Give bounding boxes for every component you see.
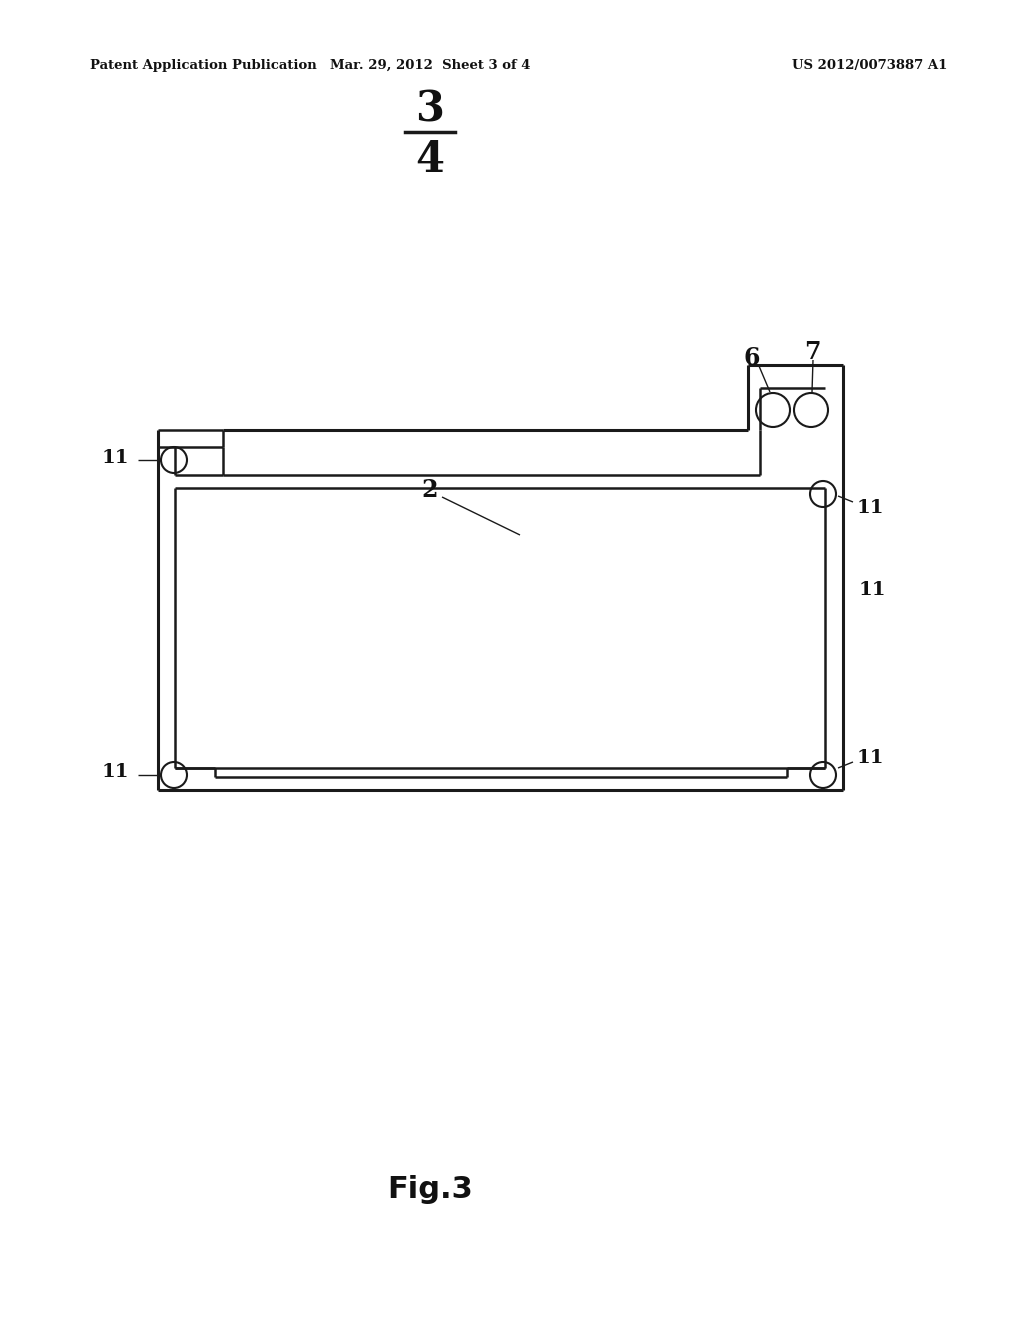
Text: 7: 7 [804,341,820,364]
Text: 4: 4 [416,139,444,181]
Text: Mar. 29, 2012  Sheet 3 of 4: Mar. 29, 2012 Sheet 3 of 4 [330,58,530,71]
Text: Fig.3: Fig.3 [387,1176,473,1204]
Text: Patent Application Publication: Patent Application Publication [90,58,316,71]
Text: 11: 11 [856,748,884,767]
Text: 11: 11 [101,763,129,781]
Text: 11: 11 [856,499,884,517]
Text: 6: 6 [743,346,760,370]
Text: 11: 11 [101,449,129,467]
Text: 11: 11 [858,581,886,599]
Text: 3: 3 [416,88,444,131]
Text: US 2012/0073887 A1: US 2012/0073887 A1 [793,58,947,71]
Text: 2: 2 [422,478,438,502]
